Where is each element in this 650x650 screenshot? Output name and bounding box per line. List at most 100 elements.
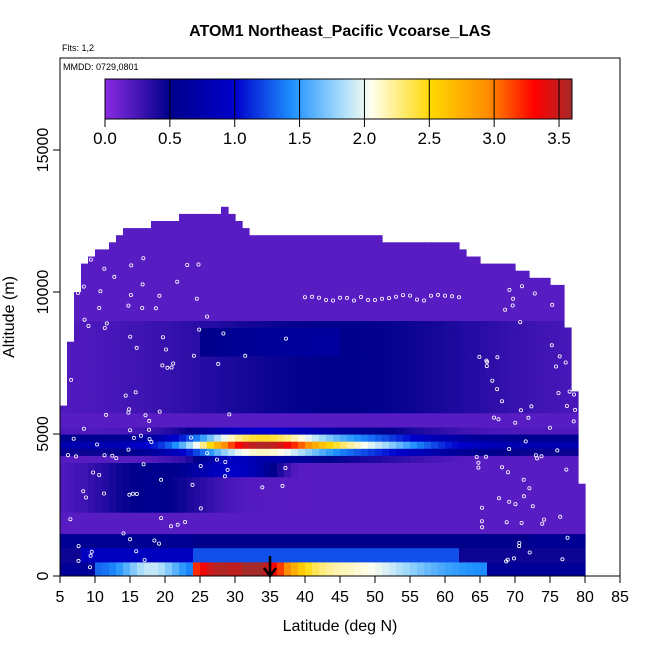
heatmap-cell — [298, 284, 306, 293]
heatmap-cell — [445, 256, 453, 265]
heatmap-cell — [466, 462, 474, 471]
heatmap-cell — [543, 363, 551, 371]
heatmap-cell — [326, 370, 334, 378]
heatmap-cell — [354, 384, 362, 392]
heatmap-cell — [277, 270, 285, 279]
heatmap-cell — [60, 490, 68, 499]
heatmap-cell — [214, 554, 222, 563]
heatmap-cell — [396, 426, 404, 435]
heatmap-cell — [578, 490, 586, 499]
heatmap-cell — [389, 412, 397, 421]
heatmap-cell — [109, 469, 117, 478]
heatmap-cell — [228, 213, 236, 222]
heatmap-cell — [529, 497, 537, 506]
heatmap-cell — [326, 341, 334, 350]
heatmap-cell — [165, 554, 173, 563]
heatmap-cell — [256, 519, 264, 527]
heatmap-cell — [515, 412, 523, 421]
heatmap-cell — [354, 426, 362, 435]
heatmap-cell — [193, 561, 201, 570]
heatmap-cell — [109, 526, 117, 534]
heatmap-cell — [221, 270, 229, 279]
heatmap-cell — [116, 363, 124, 371]
heatmap-cell — [88, 554, 96, 563]
heatmap-cell — [256, 263, 264, 272]
heatmap-cell — [501, 299, 509, 307]
heatmap-cell — [424, 292, 432, 300]
heatmap-cell — [186, 483, 194, 492]
heatmap-cell — [508, 497, 516, 506]
heatmap-cell — [172, 263, 180, 272]
heatmap-cell — [557, 405, 565, 414]
heatmap-cell — [340, 299, 348, 307]
heatmap-cell — [228, 547, 236, 556]
heatmap-cell — [109, 540, 117, 549]
heatmap-cell — [186, 391, 194, 400]
heatmap-cell — [536, 320, 544, 329]
heatmap-cell — [235, 455, 243, 463]
heatmap-cell — [319, 505, 327, 513]
heatmap-cell — [473, 448, 481, 456]
heatmap-cell — [186, 490, 194, 499]
heatmap-cell — [326, 384, 334, 392]
heatmap-cell — [109, 348, 117, 357]
heatmap-cell — [424, 561, 432, 570]
heatmap-cell — [137, 228, 145, 236]
heatmap-cell — [88, 426, 96, 435]
heatmap-cell — [431, 419, 439, 428]
heatmap-cell — [179, 221, 187, 229]
heatmap-cell — [179, 441, 187, 449]
heatmap-cell — [137, 235, 145, 243]
heatmap-cell — [242, 554, 250, 563]
heatmap-cell — [389, 327, 397, 336]
heatmap-cell — [473, 490, 481, 499]
heatmap-cell — [214, 441, 222, 449]
heatmap-cell — [312, 292, 320, 300]
heatmap-cell — [501, 448, 509, 456]
heatmap-cell — [179, 370, 187, 378]
heatmap-cell — [522, 505, 530, 513]
heatmap-cell — [515, 448, 523, 456]
heatmap-cell — [312, 547, 320, 556]
heatmap-cell — [277, 384, 285, 392]
heatmap-cell — [193, 490, 201, 499]
heatmap-cell — [130, 320, 138, 329]
heatmap-cell — [522, 341, 530, 350]
heatmap-cell — [571, 426, 579, 435]
heatmap-cell — [319, 270, 327, 279]
heatmap-cell — [263, 277, 271, 286]
heatmap-cell — [403, 263, 411, 272]
heatmap-cell — [158, 398, 166, 407]
heatmap-cell — [130, 554, 138, 563]
track-point — [198, 506, 203, 511]
heatmap-cell — [123, 519, 131, 527]
heatmap-cell — [508, 448, 516, 456]
heatmap-cell — [256, 313, 264, 321]
heatmap-cell — [424, 256, 432, 265]
heatmap-cell — [382, 405, 390, 414]
heatmap-cell — [536, 277, 544, 286]
heatmap-cell — [123, 355, 131, 364]
heatmap-cell — [389, 292, 397, 300]
heatmap-cell — [277, 469, 285, 478]
heatmap-cell — [144, 533, 152, 542]
heatmap-cell — [543, 320, 551, 329]
heatmap-cell — [81, 497, 89, 506]
heatmap-cell — [452, 355, 460, 364]
heatmap-cell — [522, 568, 530, 576]
track-point — [550, 302, 555, 307]
heatmap-cell — [354, 405, 362, 414]
heatmap-cell — [179, 363, 187, 371]
colorbar-tick-label: 0.5 — [158, 129, 182, 148]
heatmap-cell — [417, 505, 425, 513]
heatmap-cell — [354, 355, 362, 364]
heatmap-cell — [123, 512, 131, 520]
heatmap-cell — [67, 341, 75, 350]
heatmap-cell — [494, 277, 502, 286]
heatmap-cell — [480, 306, 488, 314]
heatmap-cell — [158, 384, 166, 392]
heatmap-cell — [326, 377, 334, 385]
heatmap-cell — [256, 377, 264, 385]
heatmap-cell — [445, 419, 453, 428]
heatmap-cell — [487, 384, 495, 392]
